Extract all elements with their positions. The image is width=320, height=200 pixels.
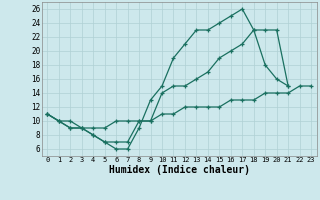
X-axis label: Humidex (Indice chaleur): Humidex (Indice chaleur) [109, 165, 250, 175]
